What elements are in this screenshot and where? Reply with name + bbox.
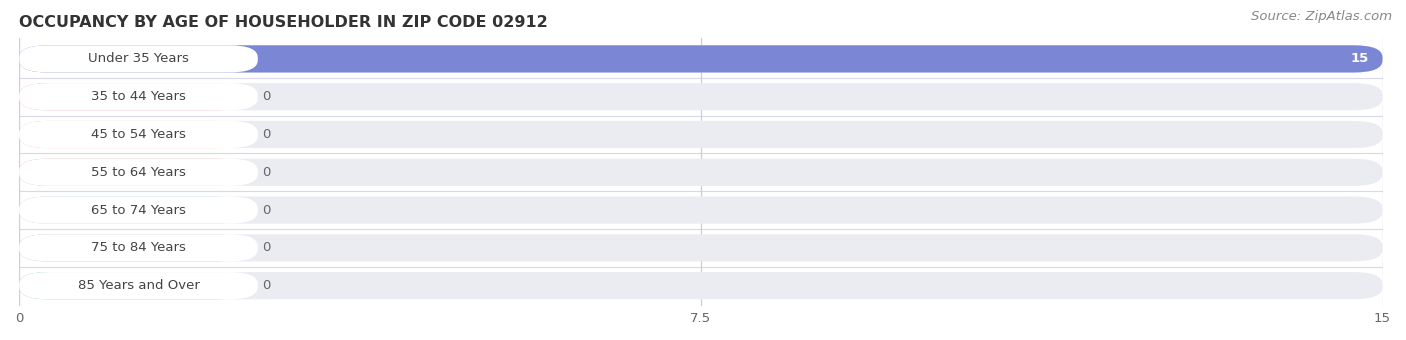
FancyBboxPatch shape bbox=[20, 197, 1382, 224]
Text: Source: ZipAtlas.com: Source: ZipAtlas.com bbox=[1251, 10, 1392, 23]
FancyBboxPatch shape bbox=[20, 159, 1382, 186]
FancyBboxPatch shape bbox=[20, 234, 1382, 261]
Text: 0: 0 bbox=[263, 90, 271, 103]
Text: 45 to 54 Years: 45 to 54 Years bbox=[91, 128, 186, 141]
Text: 55 to 64 Years: 55 to 64 Years bbox=[91, 166, 186, 179]
Text: Under 35 Years: Under 35 Years bbox=[89, 52, 188, 65]
FancyBboxPatch shape bbox=[20, 197, 257, 224]
Text: 15: 15 bbox=[1351, 52, 1369, 65]
FancyBboxPatch shape bbox=[20, 272, 257, 299]
Text: 0: 0 bbox=[263, 204, 271, 217]
Text: 75 to 84 Years: 75 to 84 Years bbox=[91, 241, 186, 254]
Text: 0: 0 bbox=[263, 241, 271, 254]
FancyBboxPatch shape bbox=[20, 45, 1382, 72]
FancyBboxPatch shape bbox=[20, 83, 1382, 110]
FancyBboxPatch shape bbox=[20, 121, 1382, 148]
Text: 65 to 74 Years: 65 to 74 Years bbox=[91, 204, 186, 217]
FancyBboxPatch shape bbox=[20, 272, 245, 299]
FancyBboxPatch shape bbox=[20, 272, 1382, 299]
FancyBboxPatch shape bbox=[20, 121, 257, 148]
FancyBboxPatch shape bbox=[20, 159, 245, 186]
Text: 0: 0 bbox=[263, 128, 271, 141]
FancyBboxPatch shape bbox=[20, 45, 257, 72]
Text: 0: 0 bbox=[263, 166, 271, 179]
FancyBboxPatch shape bbox=[20, 197, 245, 224]
FancyBboxPatch shape bbox=[20, 234, 245, 261]
Text: 85 Years and Over: 85 Years and Over bbox=[77, 279, 200, 292]
FancyBboxPatch shape bbox=[20, 83, 245, 110]
FancyBboxPatch shape bbox=[20, 121, 245, 148]
FancyBboxPatch shape bbox=[20, 159, 257, 186]
FancyBboxPatch shape bbox=[20, 83, 257, 110]
FancyBboxPatch shape bbox=[20, 45, 1382, 72]
Text: 35 to 44 Years: 35 to 44 Years bbox=[91, 90, 186, 103]
Text: 0: 0 bbox=[263, 279, 271, 292]
FancyBboxPatch shape bbox=[20, 234, 257, 261]
Text: OCCUPANCY BY AGE OF HOUSEHOLDER IN ZIP CODE 02912: OCCUPANCY BY AGE OF HOUSEHOLDER IN ZIP C… bbox=[20, 15, 548, 30]
